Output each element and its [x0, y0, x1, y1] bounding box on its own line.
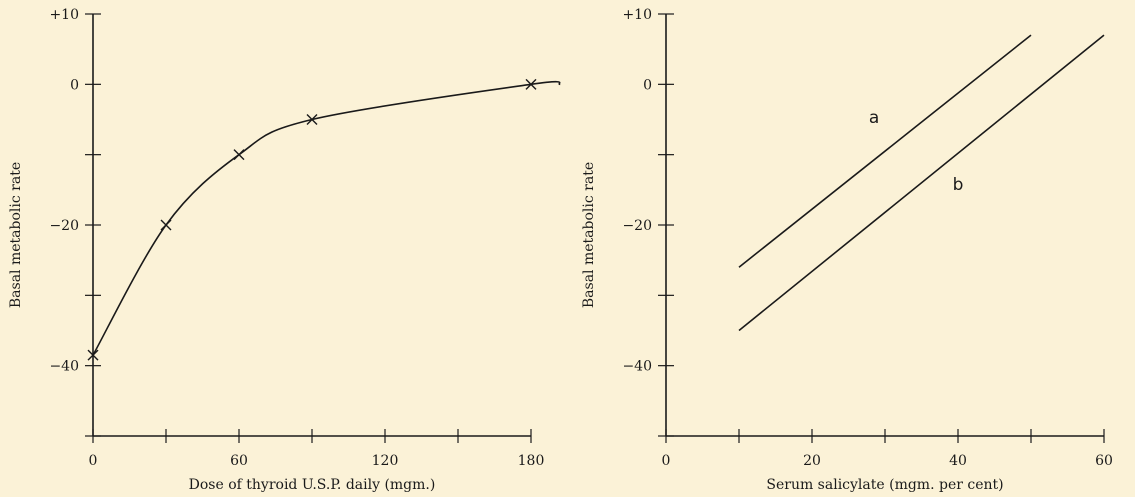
- x-tick-label: 20: [803, 453, 821, 469]
- y-tick-label: +10: [49, 7, 79, 23]
- data-point-marker: [160, 219, 172, 231]
- x-tick-label: 40: [949, 453, 967, 469]
- chart-thyroid-dose: +10 0 −20 −40 0 60 120 180 Dose of thyroid U.S.P…: [8, 7, 561, 493]
- marker-stroke: [525, 78, 537, 90]
- y-tick-label: −20: [49, 218, 79, 234]
- y-axis-label: Basal metabolic rate: [581, 162, 597, 308]
- x-tick-label: 120: [372, 453, 399, 469]
- y-tick-label: −40: [622, 359, 652, 375]
- y-tick-label: −20: [622, 218, 652, 234]
- series-line-a: [738, 34, 1032, 268]
- marker-stroke: [306, 114, 318, 125]
- x-tick-label: 60: [230, 453, 248, 469]
- marker-stroke: [160, 219, 172, 231]
- x-tick-label: 0: [662, 453, 671, 469]
- x-tick-label: 180: [518, 453, 545, 469]
- x-tick-label: 0: [89, 453, 98, 469]
- x-axis-label: Dose of thyroid U.S.P. daily (mgm.): [189, 477, 436, 493]
- series-line-b: [738, 34, 1105, 332]
- marker-stroke: [233, 149, 245, 161]
- series-label-a: a: [869, 108, 879, 128]
- x-tick-label: 60: [1095, 453, 1113, 469]
- data-point-marker: [87, 349, 99, 361]
- y-tick-label: 0: [70, 77, 79, 93]
- series-curve: [92, 80, 561, 356]
- x-axis-label: Serum salicylate (mgm. per cent): [766, 477, 1003, 493]
- y-tick-label: −40: [49, 359, 79, 375]
- marker-stroke: [87, 349, 99, 361]
- data-point-marker: [233, 149, 245, 161]
- series-label-b: b: [953, 175, 964, 195]
- y-tick-label: +10: [622, 7, 652, 23]
- y-axis-label: Basal metabolic rate: [8, 162, 24, 308]
- y-tick-label: 0: [643, 77, 652, 93]
- data-point-marker: [525, 78, 537, 90]
- data-point-marker: [306, 114, 318, 125]
- chart-serum-salicylate: +10 0 −20 −40 0 20 40 60 Serum salicylate (mgm. …: [581, 7, 1113, 493]
